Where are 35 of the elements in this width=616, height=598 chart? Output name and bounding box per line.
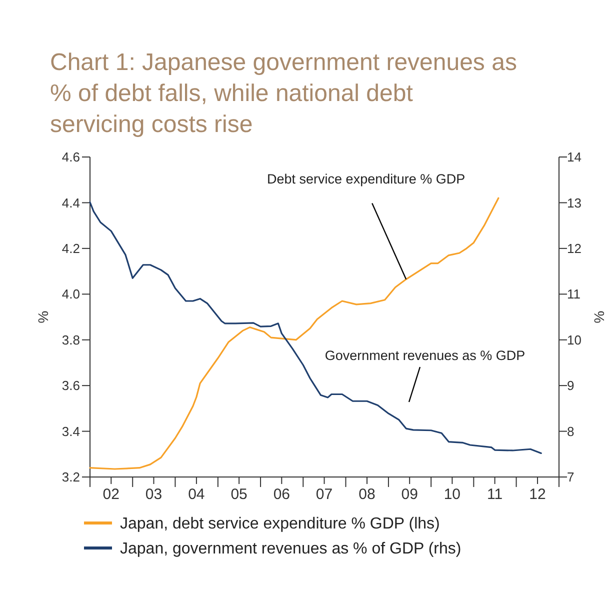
- y-tick-label: 4.2: [62, 240, 80, 256]
- legend-label: Japan, debt service expenditure % GDP (lhs): [120, 516, 440, 533]
- x-tick-label: 10: [444, 486, 461, 503]
- x-tick-label: 07: [316, 486, 333, 503]
- x-tick-label: 04: [188, 486, 205, 503]
- annotation: Government revenues as % GDP: [324, 348, 526, 363]
- y-tick-label: 4.0: [62, 286, 80, 302]
- y2-tick-label: 14: [567, 150, 582, 165]
- y2-tick-label: 12: [567, 240, 582, 256]
- line-series: [89, 201, 542, 454]
- y-tick-label: 3.2: [62, 470, 80, 485]
- x-tick-label: 06: [273, 486, 290, 503]
- annotation: Debt service expenditure % GDP: [267, 171, 466, 186]
- y2-axis-title: %: [591, 310, 607, 324]
- y-axis-title: %: [35, 310, 51, 324]
- y-tick-label: 3.8: [62, 332, 80, 348]
- y2-tick-label: 11: [567, 286, 580, 302]
- chart-title: Chart 1: Japanese government revenues as % of debt falls, while national debt servicing costs rise: [50, 49, 517, 138]
- x-tick-label: 08: [358, 486, 376, 503]
- y-tick-label: 4.6: [62, 150, 80, 165]
- y-tick-label: 4.4: [62, 195, 80, 210]
- y2-tick-label: 13: [567, 195, 582, 210]
- y-tick-label: 3.4: [62, 424, 80, 439]
- y2-tick-label: 10: [567, 332, 582, 348]
- legend-label: Japan, government revenues as % of GDP (rhs): [120, 540, 462, 558]
- x-tick-label: 03: [145, 486, 162, 503]
- x-tick-label: 05: [230, 486, 248, 503]
- x-tick-label: 02: [102, 486, 120, 503]
- y-tick-label: 3.6: [62, 378, 80, 394]
- x-tick-label: 12: [529, 486, 546, 503]
- x-tick-label: 11: [487, 486, 503, 503]
- x-tick-label: 09: [401, 486, 418, 503]
- y2-tick-label: 7: [567, 470, 574, 485]
- y2-tick-label: 9: [567, 378, 574, 394]
- y2-tick-label: 8: [567, 424, 574, 439]
